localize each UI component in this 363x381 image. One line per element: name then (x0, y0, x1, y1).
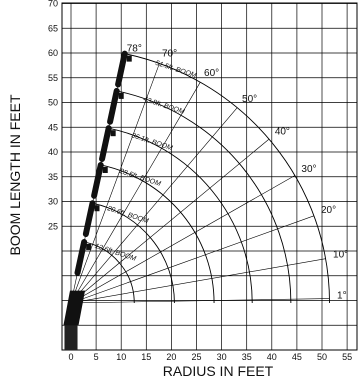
x-tick-label: 0 (68, 352, 73, 362)
angle-label: 10° (333, 249, 348, 260)
angle-ray (70, 107, 238, 304)
boom-arc (108, 127, 253, 303)
x-tick-label: 30 (217, 352, 227, 362)
boom-label: 51.5ft. BOOM (154, 60, 197, 80)
boom-label: 20.6ft. BOOM (105, 205, 149, 225)
angle-label: 78° (127, 44, 142, 55)
y-tick-label: 45 (48, 122, 58, 132)
y-tick-label: 40 (48, 147, 58, 157)
crane-mast (64, 325, 78, 350)
y-tick-label: 35 (48, 172, 58, 182)
x-tick-label: 55 (342, 352, 352, 362)
hook-block (126, 55, 132, 62)
boom-label: 43.8ft. BOOM (142, 96, 185, 116)
boom-arc (84, 241, 135, 303)
angle-label: 20° (321, 205, 336, 216)
angle-ray (70, 82, 201, 304)
y-axis-title: BOOM LENGTH IN FEET (7, 94, 23, 255)
boom-arc (124, 53, 330, 303)
angle-label: 60° (204, 68, 219, 79)
y-tick-label: 50 (48, 98, 58, 108)
y-tick-label: 65 (48, 23, 58, 33)
y-tick-label: 60 (48, 48, 58, 58)
boom-section (82, 200, 96, 238)
angle-label: 40° (275, 126, 290, 137)
y-tick-label: 70 (48, 0, 58, 9)
x-tick-label: 10 (116, 352, 126, 362)
boom-section (74, 238, 88, 276)
boom-section (115, 50, 128, 88)
boom-section (91, 161, 104, 199)
y-tick-label: 30 (48, 197, 58, 207)
boom-arc (100, 164, 215, 303)
hook-block (118, 92, 124, 99)
plot-border (61, 2, 358, 351)
x-tick-label: 5 (94, 352, 99, 362)
boom-section (107, 87, 120, 125)
crane-silhouette (63, 50, 132, 350)
boom-label: 28.5ft. BOOM (118, 168, 162, 188)
chart-grid (61, 2, 358, 351)
boom-arc (116, 90, 292, 303)
crane-base (63, 290, 86, 326)
angle-ray (70, 138, 270, 304)
angle-labels: 78° 70° 60° 50° 40° 30° 20° 10° 1° (127, 44, 348, 302)
angle-ray (70, 298, 330, 304)
x-axis-title: RADIUS IN FEET (163, 363, 274, 379)
y-axis-ticks: 25 30 35 40 45 50 55 60 65 70 (48, 0, 58, 231)
hook-block (94, 205, 100, 212)
angle-ray (70, 215, 315, 304)
x-tick-label: 25 (191, 352, 201, 362)
x-tick-label: 40 (267, 352, 277, 362)
hook-block (102, 166, 108, 173)
boom-label: 36.1ft. BOOM (130, 132, 173, 152)
angle-ray (70, 258, 326, 304)
angle-label: 30° (301, 164, 316, 175)
y-tick-label: 25 (48, 221, 58, 231)
angle-label: 50° (242, 94, 257, 105)
angle-label: 1° (337, 290, 347, 301)
angle-ray (70, 175, 296, 304)
x-axis-ticks: 0 5 10 15 20 25 30 35 40 45 50 55 (68, 352, 352, 362)
x-tick-label: 50 (317, 352, 327, 362)
hook-block (110, 130, 116, 137)
hook-block (86, 243, 92, 250)
angle-label: 70° (162, 48, 177, 59)
angle-ray (70, 63, 160, 304)
x-tick-label: 35 (242, 352, 252, 362)
boom-section (99, 125, 112, 162)
y-tick-label: 55 (48, 73, 58, 83)
x-tick-label: 15 (141, 352, 151, 362)
x-tick-label: 20 (166, 352, 176, 362)
x-tick-label: 45 (292, 352, 302, 362)
